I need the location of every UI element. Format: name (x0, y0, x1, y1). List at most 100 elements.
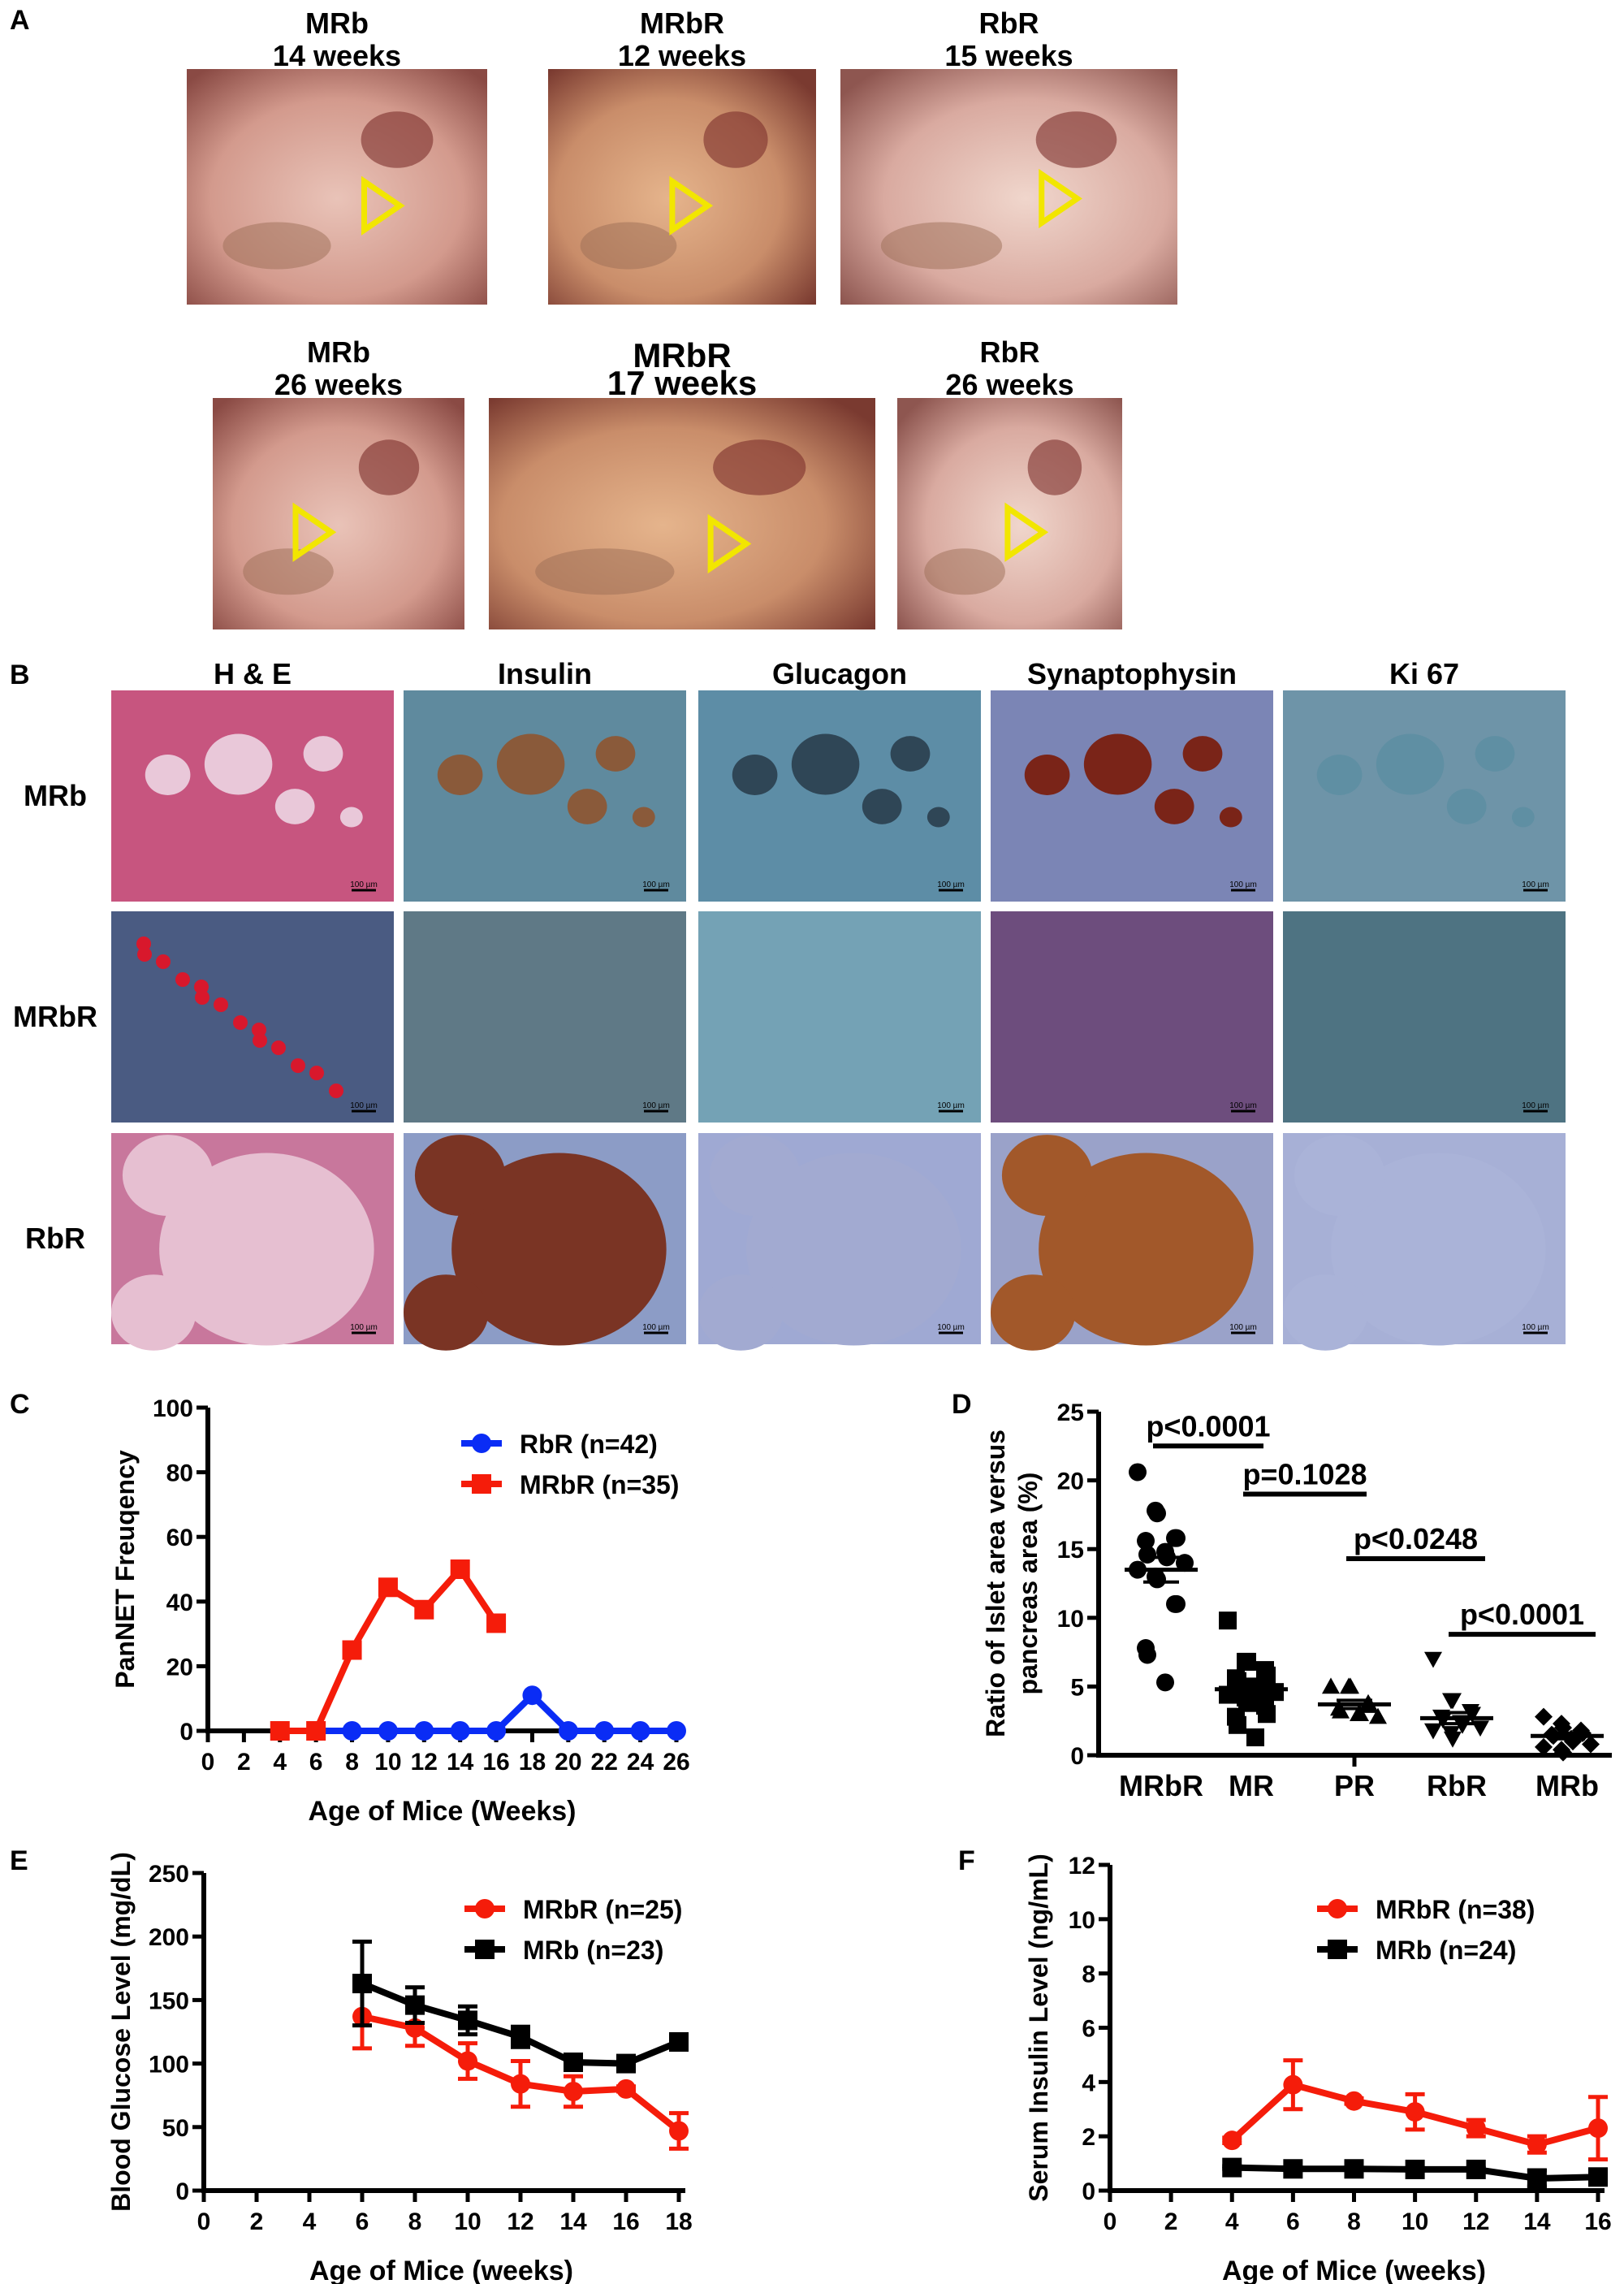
data-point (1283, 2074, 1303, 2095)
data-point (667, 1721, 686, 1741)
islet (567, 789, 607, 824)
islet (1182, 736, 1223, 772)
hemorrhage-spot (195, 990, 209, 1005)
y-tick-label: 60 (166, 1525, 193, 1551)
organ-shape (358, 439, 420, 495)
data-point (1588, 2167, 1608, 2187)
x-tick-label: 10 (454, 2208, 481, 2235)
x-axis-label: Age of Mice (Weeks) (308, 1796, 576, 1827)
data-point (1258, 1705, 1276, 1724)
data-point (669, 2121, 689, 2141)
panel-label-a: A (10, 5, 30, 36)
scale-bar-label: 100 µm (642, 880, 670, 889)
category-label: RbR (1427, 1769, 1487, 1802)
panel-label-c: C (10, 1389, 30, 1420)
hemorrhage-spot (252, 1023, 266, 1037)
organ-shape (924, 548, 1005, 595)
hemorrhage-spot (291, 1058, 305, 1073)
islet (1001, 1135, 1093, 1216)
legend-label: MRbR (n=25) (523, 1895, 682, 1924)
y-tick-label: 25 (1057, 1399, 1084, 1426)
x-tick-label: 14 (447, 1749, 474, 1776)
data-point (1554, 1743, 1572, 1762)
row-label: MRb (24, 779, 87, 812)
x-tick-label: 4 (1225, 2208, 1239, 2235)
x-tick-label: 8 (1347, 2208, 1361, 2235)
photo-title-age: 26 weeks (945, 368, 1073, 401)
x-tick-label: 6 (309, 1749, 323, 1776)
legend-label: MRb (n=23) (523, 1936, 663, 1965)
legend-marker (475, 1899, 495, 1918)
histology-image (991, 911, 1273, 1123)
legend-marker (472, 1434, 491, 1453)
histology-image (404, 911, 686, 1123)
column-header: Insulin (498, 657, 592, 690)
p-value-label: p=0.1028 (1242, 1458, 1367, 1491)
y-tick-label: 200 (149, 1924, 189, 1951)
scale-bar-label: 100 µm (350, 880, 378, 889)
data-point (414, 1599, 434, 1620)
y-tick-label: 50 (162, 2115, 189, 2142)
photo-title-age: 12 weeks (618, 39, 746, 72)
x-tick-label: 10 (1402, 2208, 1428, 2235)
data-point (1453, 1717, 1471, 1734)
photo-title-genotype: RbR (980, 335, 1040, 369)
data-point (450, 1559, 470, 1579)
y-tick-label: 20 (166, 1654, 193, 1681)
organ-shape (535, 548, 675, 595)
x-tick-label: 2 (250, 2208, 264, 2235)
scale-bar-label: 100 µm (1522, 1101, 1549, 1110)
y-tick-label: 80 (166, 1460, 193, 1487)
photo-title-genotype: MRb (305, 6, 369, 40)
x-tick-label: 24 (627, 1749, 654, 1776)
scale-bar-label: 100 µm (350, 1101, 378, 1110)
category-label: MRb (1535, 1769, 1599, 1802)
hemorrhage-spot (309, 1066, 324, 1080)
hemorrhage-spot (156, 954, 171, 969)
scale-bar-label: 100 µm (1229, 1101, 1257, 1110)
data-point (1466, 2159, 1486, 2179)
hemorrhage-spot (253, 1033, 267, 1048)
column-header: Synaptophysin (1027, 657, 1237, 690)
x-tick-label: 10 (374, 1749, 401, 1776)
organ-shape (880, 222, 1003, 270)
data-point (405, 1995, 425, 2015)
y-tick-label: 10 (1069, 1907, 1095, 1934)
hemorrhage-spot (329, 1084, 343, 1098)
photo-title-age: 26 weeks (274, 368, 403, 401)
islet (414, 1135, 506, 1216)
islet (1083, 733, 1152, 795)
x-tick-label: 18 (519, 1749, 546, 1776)
data-point (1246, 1728, 1264, 1747)
data-point (1424, 1723, 1442, 1740)
scale-bar-label: 100 µm (350, 1323, 378, 1332)
data-point (1405, 2159, 1425, 2179)
islet (709, 1135, 801, 1216)
data-point (1466, 2118, 1486, 2139)
islet (791, 733, 860, 795)
islet (1475, 736, 1515, 772)
islet (1283, 1274, 1368, 1351)
x-tick-label: 12 (411, 1749, 438, 1776)
photo-title-genotype: MRb (307, 335, 370, 369)
islet (303, 736, 343, 772)
islet (632, 807, 655, 828)
data-point (486, 1721, 507, 1741)
islet (1376, 733, 1445, 795)
y-tick-label: 150 (149, 1988, 189, 2014)
islet (111, 1274, 197, 1351)
x-tick-label: 18 (665, 2208, 692, 2235)
data-point (1137, 1532, 1155, 1551)
y-tick-label: 12 (1069, 1853, 1095, 1880)
islet (122, 1135, 214, 1216)
legend-marker (1328, 1899, 1347, 1918)
data-point (1129, 1463, 1147, 1482)
x-tick-label: 8 (408, 2208, 422, 2235)
legend-marker (472, 1474, 491, 1494)
y-tick-label: 5 (1070, 1674, 1084, 1701)
panel-b-histology-grid: H & E Insulin Glucagon Synaptophysin Ki 67 MR… (13, 657, 1566, 1351)
scale-bar-label: 100 µm (642, 1101, 670, 1110)
islet (204, 733, 273, 795)
histology-image (698, 690, 981, 902)
y-tick-label: 100 (153, 1395, 193, 1422)
